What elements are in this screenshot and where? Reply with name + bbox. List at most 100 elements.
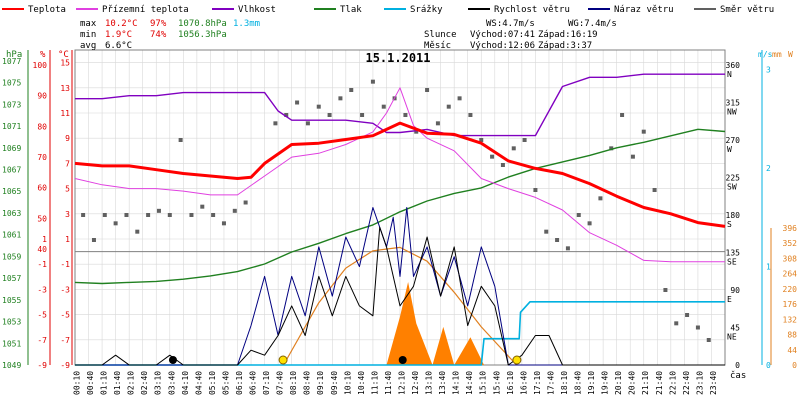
rain-line (75, 300, 725, 366)
tick-solar: 308 (783, 254, 798, 263)
x-tick-label: 03:10 (154, 371, 163, 395)
x-tick-label: 00:40 (86, 371, 95, 395)
tick-celsius: -1 (60, 260, 70, 269)
wind-dir-point (609, 146, 614, 151)
tick-wind-dir-label: S (727, 220, 732, 229)
tick-wind-speed: 3 (766, 66, 771, 75)
wind-dir-point (695, 325, 700, 330)
wind-dir-point (113, 221, 118, 226)
moon-rise: Východ:12:06 (470, 41, 535, 51)
wind-dir-point (620, 113, 625, 117)
x-tick-label: 14:40 (465, 371, 474, 395)
tick-percent: 80 (37, 122, 47, 131)
wind-dir-point (135, 229, 140, 234)
stat-min-hum: 74% (150, 30, 167, 40)
tick-wind-dir-label: W (727, 145, 732, 154)
tick-solar: 396 (783, 224, 798, 233)
x-tick-label: 08:40 (303, 371, 312, 395)
tick-wind-dir-label: E (727, 295, 732, 304)
tick-hpa: 1069 (2, 144, 21, 153)
tick-hpa: 1053 (2, 318, 21, 327)
axis-label-wind-speed: m/s (758, 50, 773, 59)
tick-celsius: 11 (60, 109, 70, 118)
tick-solar: 220 (783, 285, 798, 294)
wind-dir-point (156, 208, 161, 213)
tick-hpa: 1075 (2, 79, 21, 88)
tick-hpa: 1051 (2, 339, 21, 348)
humidity-line (75, 73, 725, 137)
wind-dir-point (435, 121, 440, 126)
x-tick-label: 10:10 (343, 371, 352, 395)
stat-max-temp: 10.2°C (105, 19, 138, 29)
wind-dir-point (674, 321, 679, 326)
tick-solar: 352 (783, 239, 798, 248)
tick-percent: -1 (37, 260, 47, 269)
tick-percent: 1 (42, 235, 47, 244)
tick-hpa: 1071 (2, 122, 21, 131)
moonrise-marker (398, 356, 407, 364)
wind-dir-point (641, 129, 646, 134)
x-tick-label: 11:10 (370, 371, 379, 395)
wind-dir-point (468, 113, 473, 117)
wind-dir-point (81, 213, 86, 217)
legend-label: Rychlost větru (494, 5, 570, 15)
x-tick-label: 16:40 (519, 371, 528, 395)
tick-percent: 40 (37, 245, 47, 254)
tick-celsius: -3 (60, 285, 70, 294)
tick-hpa: 1057 (2, 274, 21, 283)
x-tick-label: 04:40 (194, 371, 203, 395)
x-tick-label: 17:10 (533, 371, 542, 395)
x-tick-label: 19:40 (601, 371, 610, 395)
x-tick-label: 07:10 (262, 371, 271, 395)
wind-dir-point (490, 154, 495, 159)
tick-percent: 90 (37, 92, 47, 101)
x-tick-label: 18:10 (560, 371, 569, 395)
stat-avg-label: avg (80, 41, 96, 51)
tick-solar: 44 (787, 346, 797, 355)
wind-dir-point (630, 154, 635, 159)
wind-dir-point (414, 129, 419, 134)
tick-hpa: 1077 (2, 57, 21, 66)
x-tick-label: 01:40 (113, 371, 122, 395)
tick-celsius: -5 (60, 311, 70, 320)
wind-dir-point (243, 200, 248, 205)
wind-dir-point (403, 113, 408, 117)
tick-wind-dir: 0 (735, 361, 740, 370)
x-tick-label: 15:40 (492, 371, 501, 395)
wind-dir-point (652, 188, 657, 192)
stat-max-rain: 1.3mm (233, 19, 260, 29)
x-tick-label: 13:10 (425, 371, 434, 395)
wind-speed-line (75, 226, 725, 366)
tick-wind-dir-label: N (727, 70, 732, 79)
tick-celsius: 13 (60, 84, 70, 93)
stat-min-temp: 1.9°C (105, 30, 132, 40)
sun-label: Slunce (424, 30, 457, 40)
x-tick-label: 09:10 (316, 371, 325, 395)
legend-label: Tlak (340, 5, 362, 15)
wind-dir-point (295, 100, 300, 105)
x-tick-label: 23:10 (695, 371, 704, 395)
tick-wind-dir-label: NE (727, 333, 737, 342)
tick-solar: 176 (783, 300, 798, 309)
tick-celsius: 15 (60, 59, 70, 68)
solar-measured-area (359, 282, 495, 365)
sunrise-marker (278, 355, 288, 365)
wind-dir-point (273, 121, 278, 126)
legend-label: Směr větru (720, 5, 774, 15)
wind-dir-point (189, 213, 194, 217)
tick-wind-speed: 2 (766, 164, 771, 173)
x-tick-label: 04:10 (181, 371, 190, 395)
tick-hpa: 1065 (2, 187, 21, 196)
tick-percent: -7 (37, 336, 47, 345)
tick-wind-speed: 0 (766, 361, 771, 370)
wind-dir-point (360, 113, 365, 117)
wind-dir-point (232, 208, 237, 213)
axis-label-celsius: °C (58, 50, 69, 60)
wind-dir-point (284, 113, 289, 117)
wind-dir-point (576, 213, 581, 217)
wind-dir-point (221, 221, 226, 226)
stat-min-press: 1056.3hPa (178, 30, 227, 40)
temp-line (74, 121, 726, 228)
tick-percent: 50 (37, 214, 47, 223)
